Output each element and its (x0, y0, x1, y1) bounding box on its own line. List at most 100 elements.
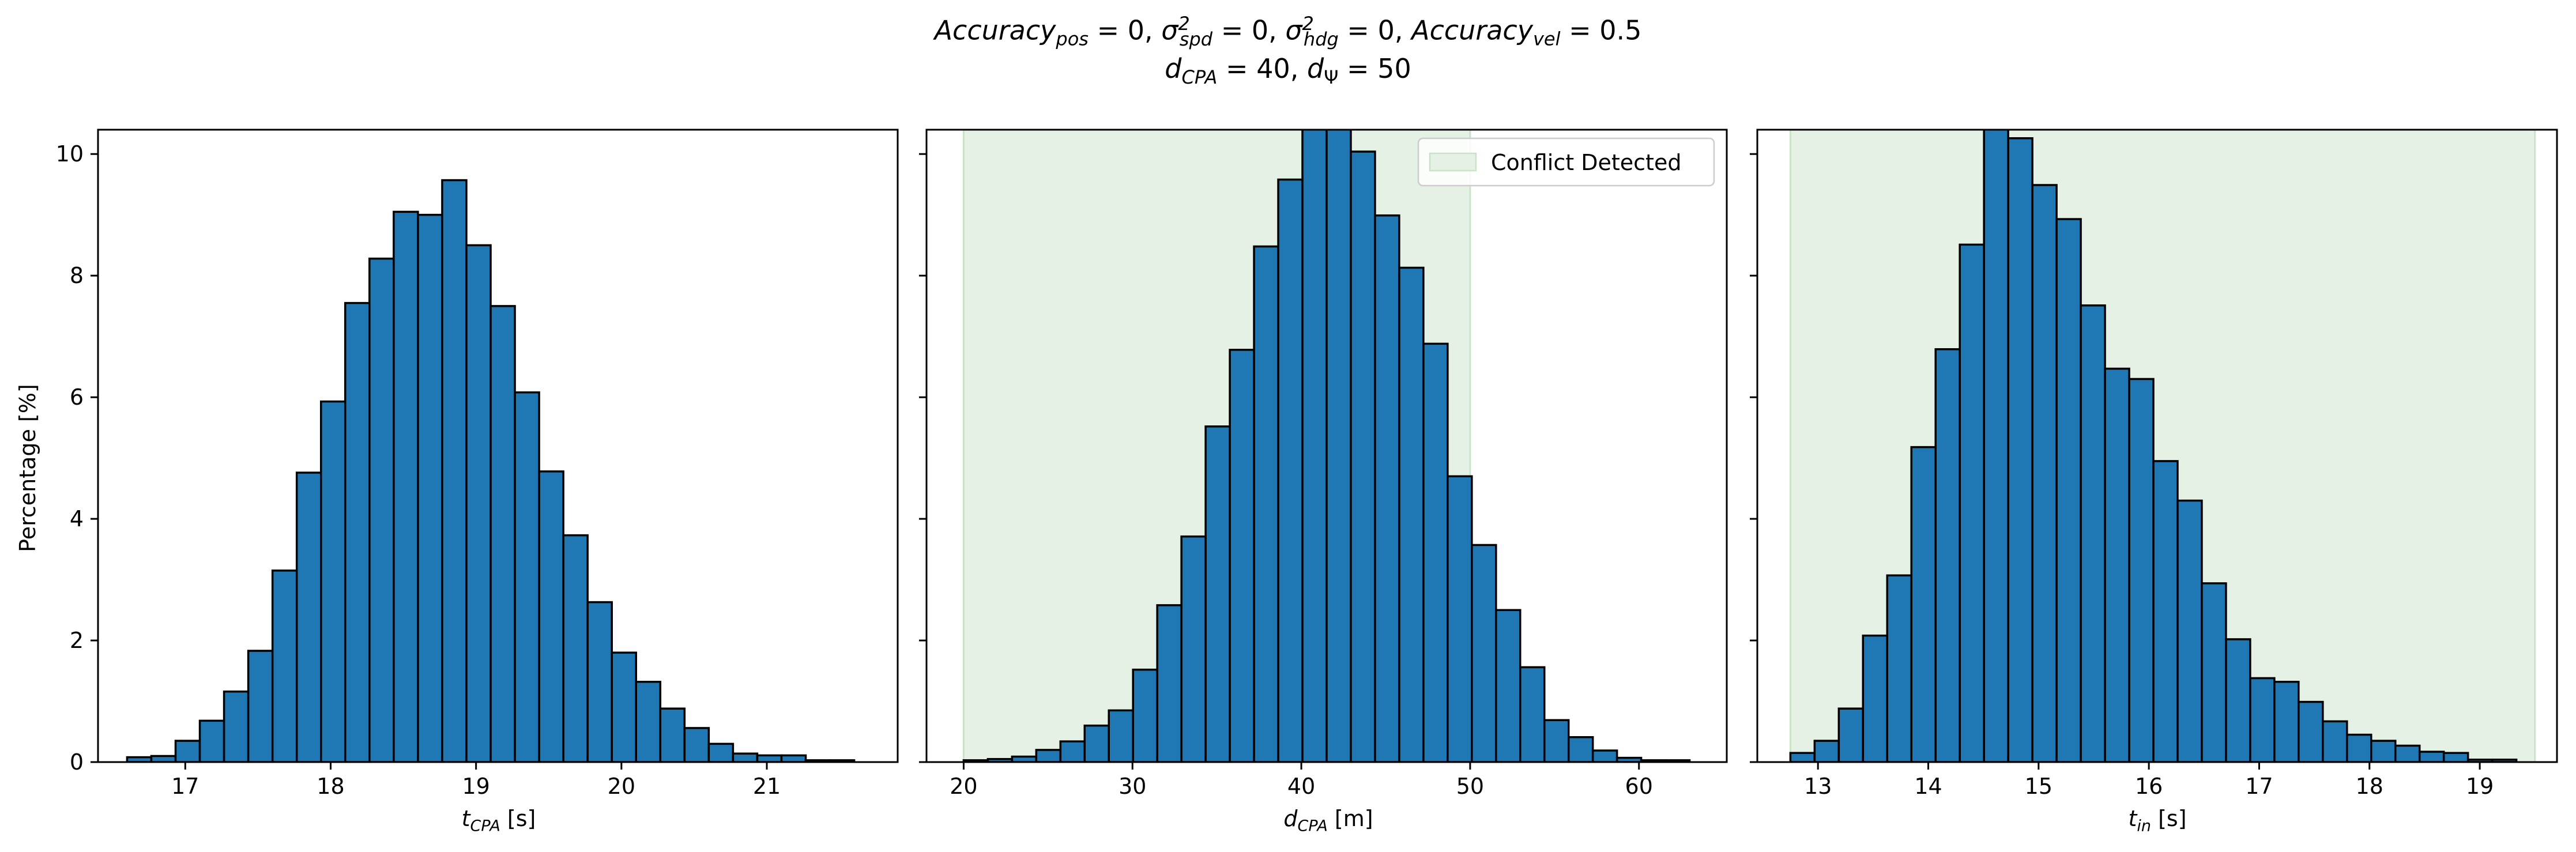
histogram-bar (198, 719, 225, 762)
x-tick-label: 15 (2025, 774, 2052, 799)
histogram-bar (2225, 638, 2251, 762)
histogram-bar (2322, 720, 2348, 762)
histogram-bar (756, 754, 783, 762)
histogram-bar (2418, 751, 2445, 762)
histogram-bar (2031, 184, 2058, 762)
x-tick-label: 20 (608, 774, 635, 799)
histogram-bar (489, 305, 516, 762)
x-tick-label: 19 (462, 774, 489, 799)
x-axis-label-3-sub: in (2137, 817, 2151, 835)
histogram-bar (2055, 218, 2082, 762)
histogram-bar (1325, 130, 1352, 762)
histogram-bar (1035, 749, 1062, 762)
histogram-bar (1813, 740, 1840, 762)
axes-frame-p2 (925, 129, 1728, 763)
title-acc-vel-symbol: Accuracy (1411, 14, 1533, 46)
histogram-bar (1591, 749, 1618, 762)
x-tick-label: 18 (317, 774, 344, 799)
x-tick-label: 16 (2135, 774, 2163, 799)
histogram-bar (2394, 744, 2421, 762)
title-sigma-spd-symbol: σ (1161, 14, 1178, 46)
x-axis-label-1-unit: [s] (500, 806, 536, 831)
x-tick-label: 30 (1118, 774, 1146, 799)
histogram-bar (150, 755, 177, 762)
x-tick-label: 50 (1456, 774, 1484, 799)
legend-label: Conflict Detected (1491, 150, 1681, 175)
histogram-bar (1934, 348, 1961, 762)
histogram-bar (441, 179, 468, 762)
x-tick-label: 17 (2245, 774, 2273, 799)
histogram-bar (465, 244, 492, 762)
histogram-bar (2080, 304, 2106, 762)
legend-swatch (1429, 152, 1477, 172)
histogram-bar (2176, 499, 2203, 762)
histogram-bar (1567, 736, 1594, 762)
histogram-bar (2152, 460, 2179, 762)
title-dpsi-sub: Ψ (1324, 66, 1339, 89)
title-acc-pos-symbol: Accuracy (934, 14, 1056, 46)
histogram-bar (295, 472, 322, 762)
x-tick-label: 17 (171, 774, 199, 799)
x-axis-label-2-sub: CPA (1297, 817, 1328, 835)
x-axis-label-1-sub: CPA (470, 817, 500, 835)
histogram-bar (1543, 719, 1570, 762)
x-axis-label-panel-3: tin [s] (1996, 806, 2319, 835)
histogram-bar (732, 752, 759, 762)
y-tick-label: 2 (70, 628, 84, 653)
histogram-bar (1886, 574, 1913, 762)
histogram-bar (1959, 243, 1985, 762)
x-axis-label-1-symbol: t (461, 806, 470, 831)
histogram-bar (319, 400, 347, 762)
histogram-bar (562, 534, 589, 762)
histogram-bar (1789, 752, 1816, 762)
title-sigma-hdg-symbol: σ (1285, 14, 1302, 46)
title-sigma-hdg-sub: hdg (1303, 28, 1339, 50)
histogram-bar (586, 601, 613, 762)
x-tick-label: 13 (1804, 774, 1832, 799)
histogram-bar (1156, 604, 1182, 762)
histogram-bar (1204, 425, 1231, 762)
chart-title-line-2: dCPA = 40, dΨ = 50 (0, 53, 2576, 88)
histogram-bar (707, 742, 735, 762)
histogram-bar (1422, 342, 1449, 762)
histogram-bar (223, 690, 250, 762)
y-tick-label: 8 (70, 263, 84, 288)
x-tick-label: 18 (2356, 774, 2383, 799)
y-tick-label: 4 (70, 506, 84, 531)
title-acc-pos-sub: pos (1056, 28, 1089, 50)
histogram-bar (1374, 214, 1400, 762)
title-acc-vel-sub: vel (1532, 28, 1561, 50)
histogram-bar (1301, 130, 1328, 762)
histogram-bar (1277, 178, 1304, 762)
x-axis-label-2-symbol: d (1283, 806, 1298, 831)
histogram-bar (611, 651, 637, 762)
y-tick-label: 10 (56, 141, 84, 167)
histogram-bar (1495, 609, 1522, 762)
histogram-bar (393, 210, 419, 762)
histogram-bar (271, 569, 298, 762)
histogram-bar (2007, 137, 2033, 762)
y-tick-label: 6 (70, 384, 84, 410)
histogram-bar (2128, 378, 2155, 762)
histogram-bar (1983, 130, 2009, 762)
histogram-bar (1447, 475, 1473, 762)
histogram-bar (2273, 681, 2300, 762)
chart-title-line-1: Accuracypos = 0, σ2spd = 0, σ2hdg = 0, A… (0, 13, 2576, 50)
histogram-bar (368, 257, 395, 762)
histogram-bar (1398, 266, 1425, 762)
histogram-bar (1108, 709, 1134, 762)
x-axis-label-panel-2: dCPA [m] (1167, 806, 1490, 835)
histogram-bar (247, 650, 274, 762)
histogram-bar (2298, 700, 2324, 762)
x-tick-label: 14 (1914, 774, 1942, 799)
x-axis-label-2-unit: [m] (1327, 806, 1373, 831)
histogram-bar (1180, 535, 1207, 762)
histogram-bar (780, 754, 807, 762)
axes-frame-p1 (97, 129, 899, 763)
histogram-bar (174, 740, 201, 762)
title-dpsi-symbol: d (1307, 53, 1324, 84)
title-sigma-hdg-value: = 0, (1338, 14, 1412, 46)
x-tick-label: 19 (2466, 774, 2494, 799)
title-dcpa-value: = 40, (1217, 53, 1307, 84)
